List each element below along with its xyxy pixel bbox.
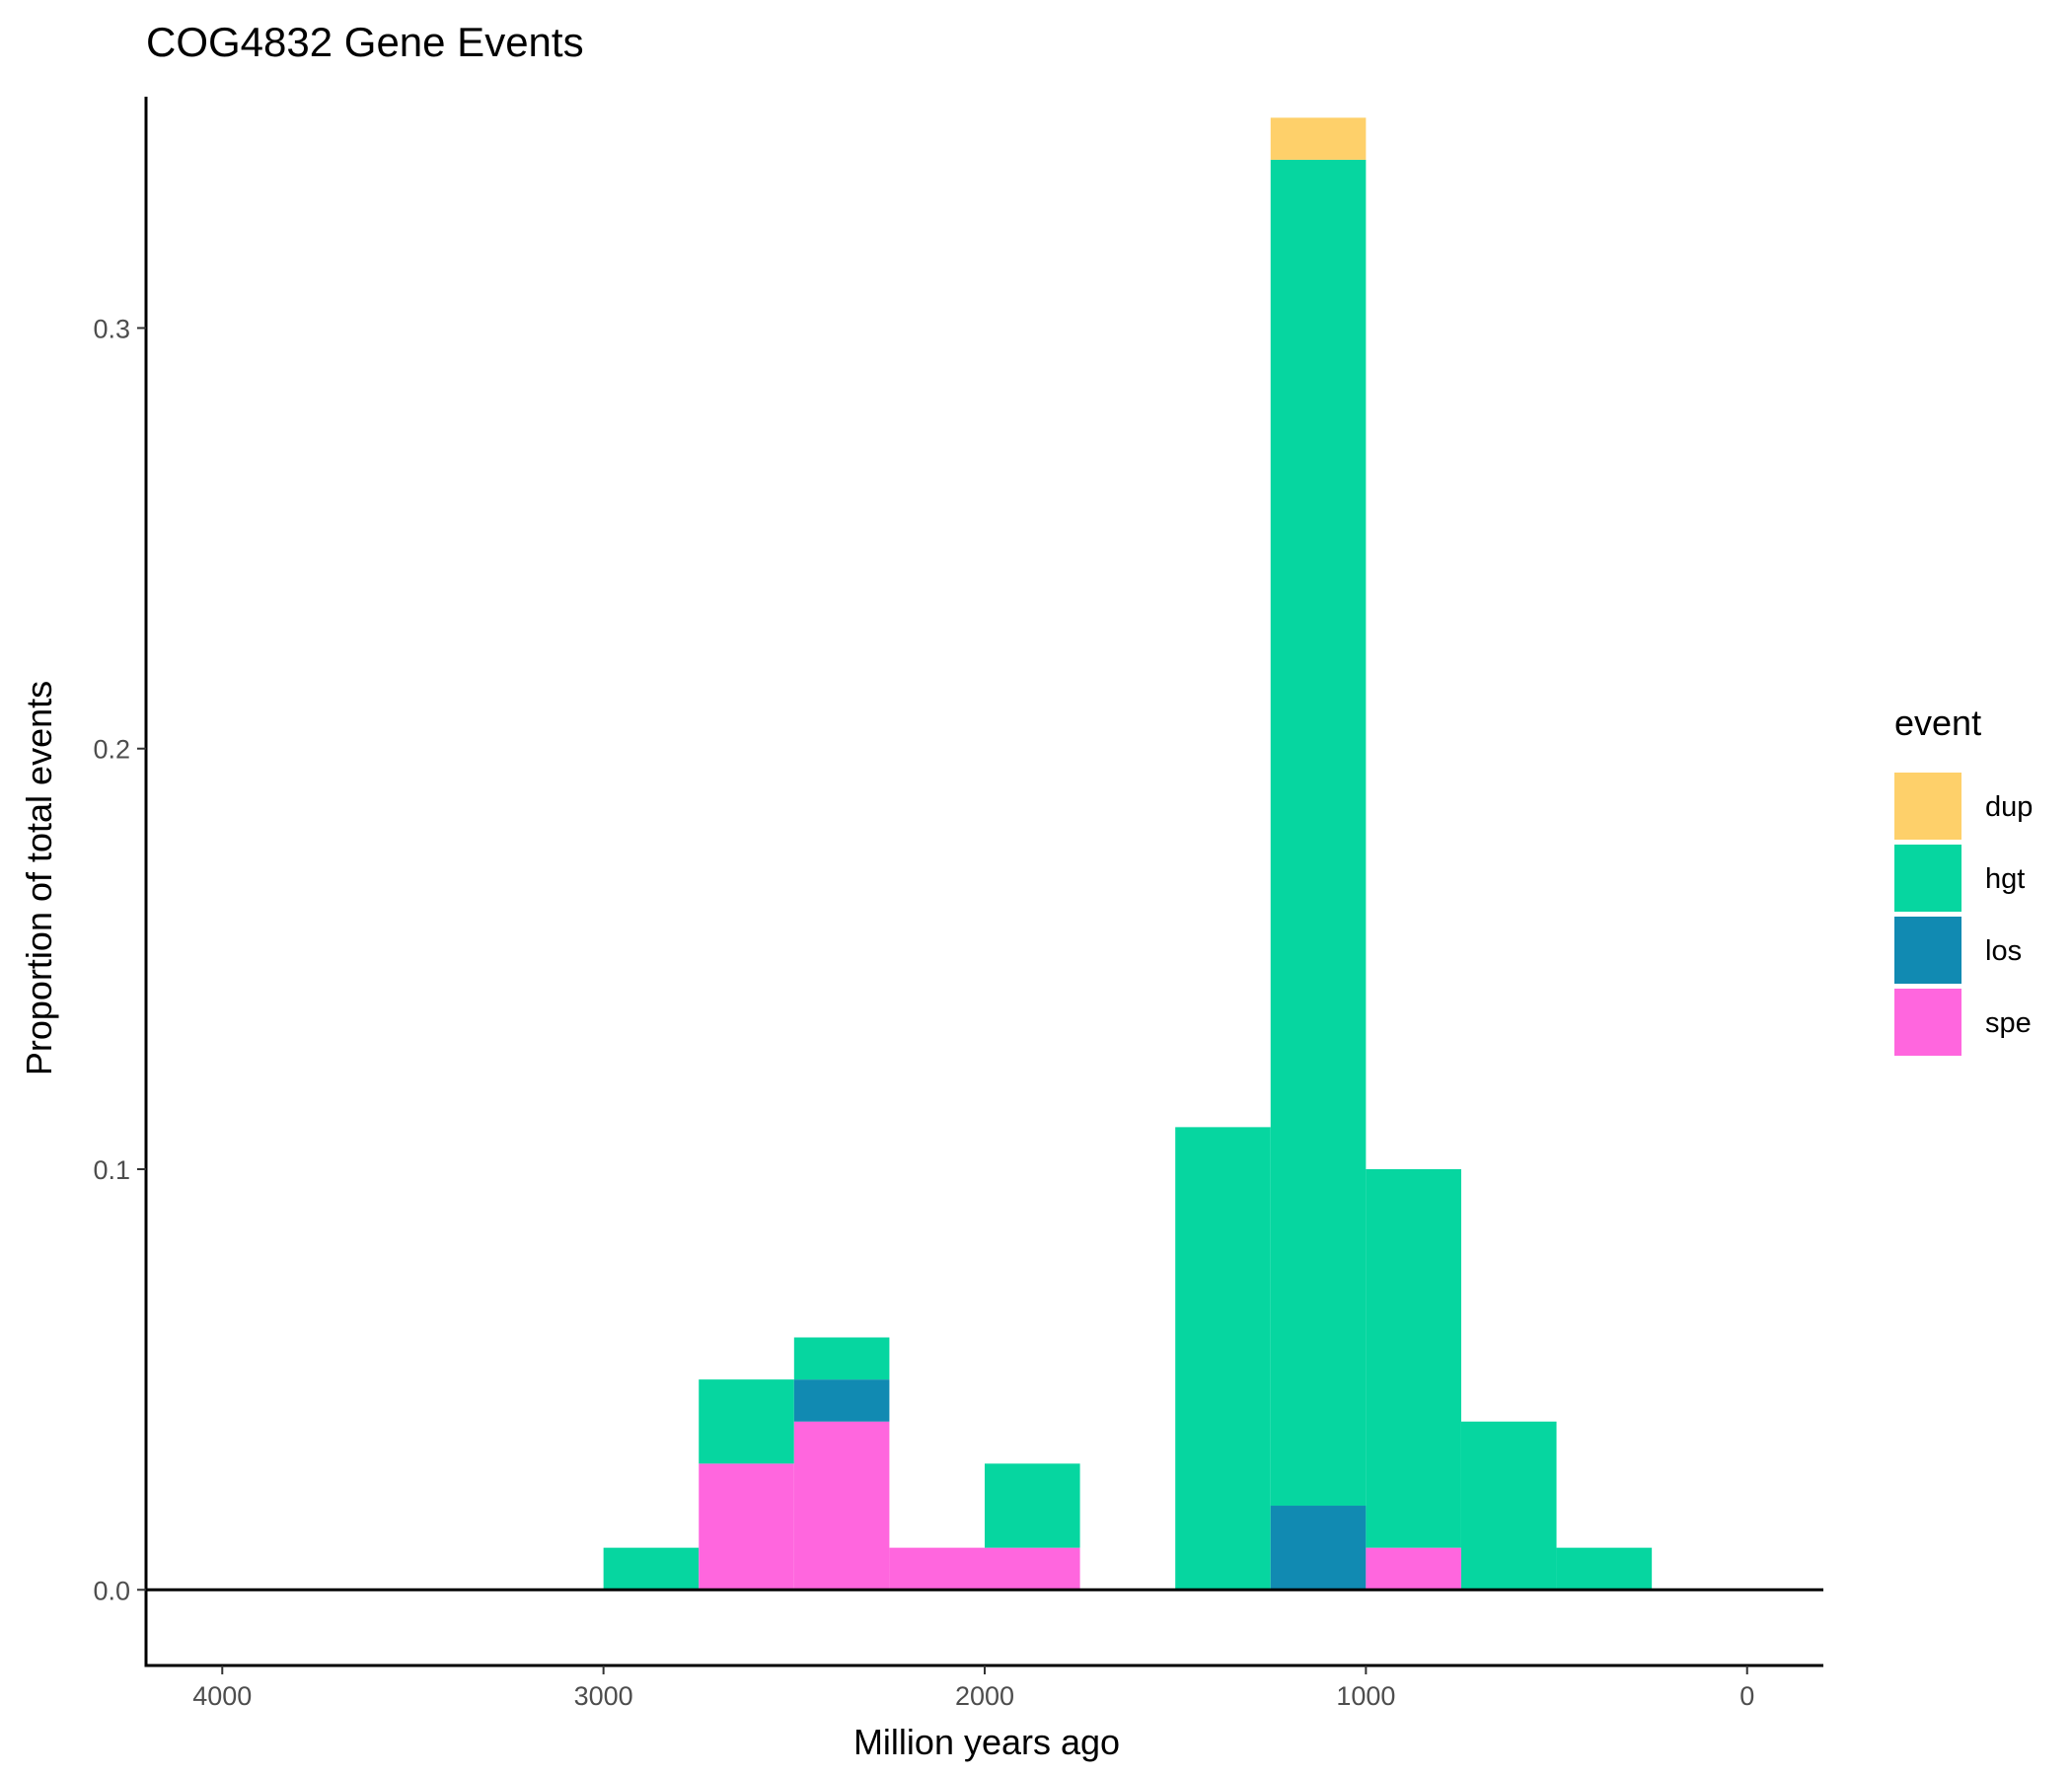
legend-title: event [1894, 703, 1981, 743]
bar-spe-1875 [985, 1547, 1080, 1591]
bar-spe-875 [1366, 1547, 1461, 1591]
bar-hgt-2625 [699, 1379, 794, 1464]
chart-title: COG4832 Gene Events [146, 19, 584, 65]
bar-hgt-2375 [793, 1337, 890, 1380]
legend-key-dup [1894, 773, 1961, 840]
legend-label-dup: dup [1985, 791, 2033, 823]
y-axis-ticks: 0.0 0.1 0.2 0.3 [93, 314, 146, 1605]
legend: event dup hgt los spe [1894, 703, 2033, 1056]
bar-spe-2625 [699, 1463, 794, 1591]
x-axis-title: Million years ago [853, 1722, 1120, 1762]
x-axis-ticks: 4000 3000 2000 1000 0 [192, 1665, 1754, 1711]
bar-hgt-875 [1366, 1168, 1461, 1548]
bar-hgt-1375 [1175, 1127, 1271, 1591]
x-tick-label: 2000 [955, 1681, 1014, 1711]
x-tick-label: 3000 [574, 1681, 633, 1711]
bar-hgt-375 [1556, 1547, 1653, 1591]
y-tick-label: 0.1 [93, 1155, 130, 1185]
legend-label-spe: spe [1985, 1007, 2032, 1039]
y-tick-label: 0.3 [93, 314, 130, 343]
x-tick-label: 1000 [1336, 1681, 1395, 1711]
bar-los-2375 [793, 1379, 890, 1422]
x-tick-label: 0 [1739, 1681, 1754, 1711]
bar-los-1125 [1270, 1506, 1367, 1591]
bar-spe-2375 [793, 1421, 890, 1591]
legend-items: dup hgt los spe [1894, 773, 2033, 1056]
x-tick-label: 4000 [192, 1681, 252, 1711]
bar-spe-2125 [889, 1547, 985, 1591]
y-tick-label: 0.0 [93, 1576, 130, 1605]
bar-hgt-1875 [985, 1463, 1080, 1548]
legend-label-hgt: hgt [1985, 863, 2025, 895]
legend-label-los: los [1985, 935, 2022, 967]
bar-hgt-1125 [1270, 159, 1367, 1507]
legend-key-los [1894, 917, 1961, 984]
legend-key-hgt [1894, 845, 1961, 912]
bar-hgt-625 [1460, 1421, 1557, 1591]
bars-layer [603, 117, 1653, 1591]
bar-dup-1125 [1270, 117, 1367, 160]
bar-hgt-2875 [603, 1547, 700, 1591]
y-axis-title: Proportion of total events [19, 681, 59, 1075]
legend-key-spe [1894, 989, 1961, 1056]
y-tick-label: 0.2 [93, 735, 130, 765]
